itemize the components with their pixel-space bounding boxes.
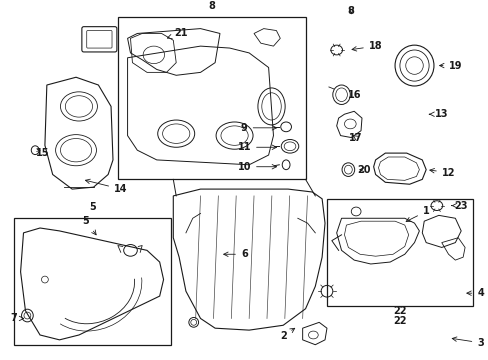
Text: 23: 23: [451, 201, 467, 211]
Text: 15: 15: [36, 148, 50, 158]
Text: 22: 22: [392, 306, 406, 316]
Text: 16: 16: [347, 90, 360, 100]
Text: 14: 14: [85, 179, 127, 194]
Bar: [118, 17, 305, 179]
Text: 20: 20: [356, 165, 370, 175]
Text: 17: 17: [349, 132, 362, 143]
Text: 3: 3: [451, 337, 483, 348]
Text: 18: 18: [351, 41, 382, 51]
Text: 8: 8: [208, 1, 215, 11]
Text: 11: 11: [237, 142, 276, 152]
Text: 21: 21: [167, 28, 187, 39]
Text: 10: 10: [237, 162, 276, 172]
Text: 19: 19: [439, 60, 461, 71]
Text: 12: 12: [429, 167, 454, 177]
Text: 7: 7: [10, 314, 23, 323]
Text: 22: 22: [392, 315, 406, 325]
Text: 8: 8: [347, 6, 354, 16]
Text: 6: 6: [223, 249, 247, 259]
Text: 13: 13: [428, 109, 447, 119]
Text: 1: 1: [406, 207, 428, 221]
Text: 9: 9: [241, 123, 276, 133]
Bar: [326, 199, 472, 306]
Text: 2: 2: [279, 328, 294, 341]
Text: 5: 5: [89, 202, 96, 212]
Bar: [14, 218, 171, 345]
Text: 5: 5: [82, 216, 96, 235]
Text: 4: 4: [466, 288, 483, 298]
